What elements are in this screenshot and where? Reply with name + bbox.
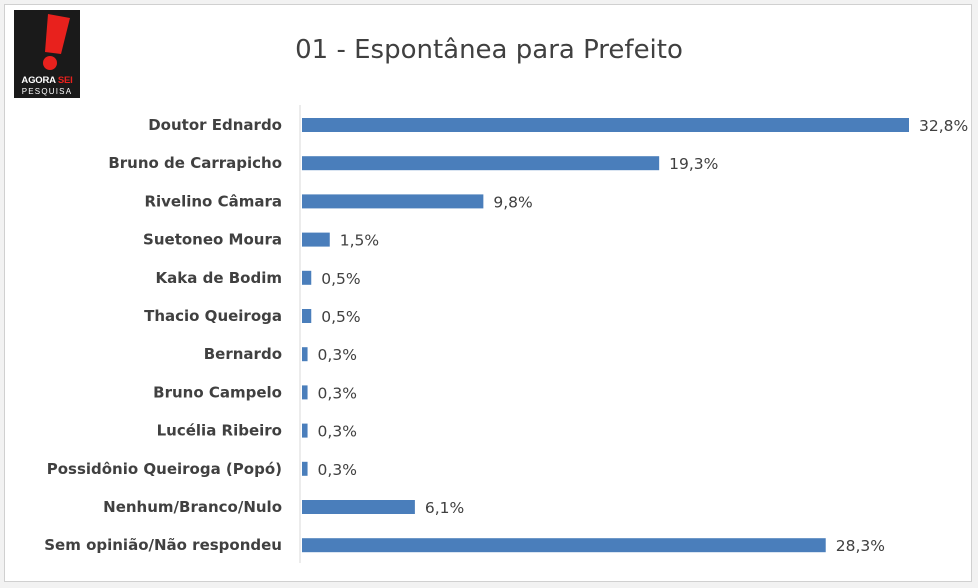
agora-sei-logo: AGORA SEI PESQUISA xyxy=(14,10,80,98)
data-label: 28,3% xyxy=(836,537,885,555)
data-label: 0,5% xyxy=(321,270,360,288)
logo-text-bottom: PESQUISA xyxy=(21,87,73,96)
chart-frame: AGORA SEI PESQUISA 01 - Espontânea para … xyxy=(4,4,972,582)
bar-chart: Doutor Ednardo 32,8% Bruno de Carrapicho 19… xyxy=(44,105,968,563)
data-label: 32,8% xyxy=(919,117,968,135)
data-label: 19,3% xyxy=(669,155,718,173)
bar xyxy=(302,461,308,476)
category-label: Lucélia Ribeiro xyxy=(157,422,282,440)
data-label: 9,8% xyxy=(493,193,532,211)
bar xyxy=(302,270,312,285)
bar xyxy=(302,156,660,171)
category-label: Possidônio Queiroga (Popó) xyxy=(47,460,282,478)
bar xyxy=(302,538,826,553)
data-label: 0,3% xyxy=(318,384,357,402)
bar xyxy=(302,232,330,247)
category-label: Thacio Queiroga xyxy=(144,307,282,325)
data-label: 0,3% xyxy=(318,461,357,479)
bar xyxy=(302,423,308,438)
bar xyxy=(302,118,909,132)
category-label: Sem opinião/Não respondeu xyxy=(44,536,282,554)
category-label: Rivelino Câmara xyxy=(144,192,282,210)
category-label: Suetoneo Moura xyxy=(143,231,282,249)
chart-title: 01 - Espontânea para Prefeito xyxy=(295,35,683,65)
category-label: Kaka de Bodim xyxy=(156,269,282,287)
logo-text-top: AGORA SEI xyxy=(21,75,73,86)
category-label: Nenhum/Branco/Nulo xyxy=(103,498,282,516)
data-label: 0,3% xyxy=(318,346,357,364)
data-label: 6,1% xyxy=(425,499,464,517)
exclamation-icon xyxy=(43,14,70,70)
bar xyxy=(302,309,312,323)
category-label: Bruno de Carrapicho xyxy=(108,154,282,172)
data-label: 0,3% xyxy=(318,423,357,441)
category-label: Bruno Campelo xyxy=(153,383,282,401)
data-label: 0,5% xyxy=(321,308,360,326)
bar xyxy=(302,194,484,209)
category-label: Doutor Ednardo xyxy=(148,116,282,134)
data-label: 1,5% xyxy=(340,232,379,250)
category-label: Bernardo xyxy=(204,345,282,363)
bar xyxy=(302,500,415,514)
bar xyxy=(302,385,308,400)
bar xyxy=(302,347,308,362)
